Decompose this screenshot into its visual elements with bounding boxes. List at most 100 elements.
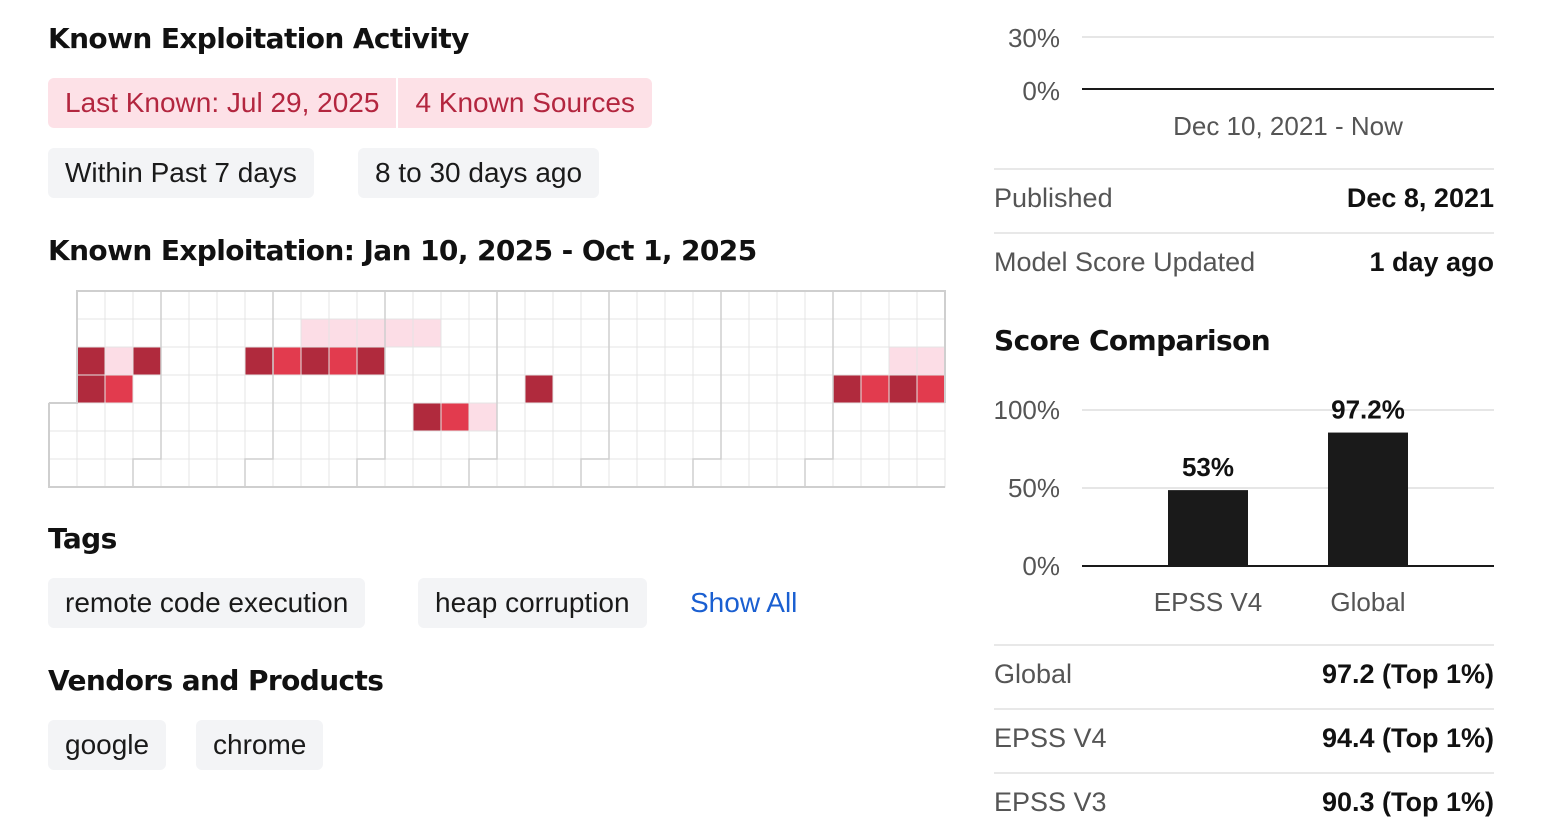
history-y-tick-0: 0% — [1022, 76, 1060, 106]
heatmap-cell — [664, 346, 694, 376]
heatmap-cell[interactable] — [328, 318, 358, 348]
heatmap-cell — [440, 290, 470, 320]
heatmap-cell — [440, 430, 470, 460]
heatmap-cell — [832, 430, 862, 460]
heatmap-cell — [300, 290, 330, 320]
heatmap-cell[interactable] — [272, 346, 302, 376]
bar-value-label: 53% — [1182, 452, 1234, 482]
heatmap-cell — [888, 458, 918, 488]
heatmap-cell — [468, 290, 498, 320]
heatmap-cell — [860, 346, 890, 376]
heatmap-cell[interactable] — [916, 374, 946, 404]
heatmap-cell[interactable] — [524, 374, 554, 404]
heatmap-cell — [580, 402, 610, 432]
heatmap-cell — [916, 402, 946, 432]
heatmap-cell[interactable] — [888, 346, 918, 376]
heatmap-cell — [76, 430, 106, 460]
published-value: Dec 8, 2021 — [1346, 183, 1494, 213]
heatmap-cell — [468, 430, 498, 460]
heatmap-cell — [552, 458, 582, 488]
heatmap-cell[interactable] — [412, 402, 442, 432]
heatmap-cell[interactable] — [916, 346, 946, 376]
tag-remote-code-execution[interactable]: remote code execution — [48, 578, 366, 628]
bar-y-tick: 50% — [1008, 473, 1060, 503]
filter-past-7-days[interactable]: Within Past 7 days — [48, 148, 314, 198]
heatmap-cell[interactable] — [76, 374, 106, 404]
bar-epss-v4[interactable] — [1168, 490, 1248, 566]
heatmap-cell — [552, 318, 582, 348]
heatmap-cell — [916, 458, 946, 488]
heatmap-cell — [104, 430, 134, 460]
product-chrome[interactable]: chrome — [196, 720, 324, 770]
show-all-tags-link[interactable]: Show All — [690, 587, 798, 618]
heatmap-cell — [132, 402, 162, 432]
heatmap-cell — [804, 458, 834, 488]
heatmap-cell — [496, 402, 526, 432]
heatmap-cell — [804, 318, 834, 348]
heatmap-cell — [580, 430, 610, 460]
heatmap-cell — [188, 374, 218, 404]
heatmap-cell — [384, 430, 414, 460]
divider — [994, 708, 1494, 710]
heatmap-cell — [524, 458, 554, 488]
heatmap-cell — [860, 290, 890, 320]
model-score-updated-label: Model Score Updated — [994, 247, 1256, 277]
vendor-google[interactable]: google — [48, 720, 167, 770]
heatmap-cell — [412, 430, 442, 460]
heatmap-cell — [720, 430, 750, 460]
heatmap-cell[interactable] — [860, 374, 890, 404]
bar-global[interactable] — [1328, 432, 1408, 566]
heatmap-cell[interactable] — [300, 346, 330, 376]
heatmap-cell[interactable] — [328, 346, 358, 376]
heatmap-cell — [720, 318, 750, 348]
heatmap-cell — [188, 458, 218, 488]
heatmap-cell — [720, 374, 750, 404]
heatmap-cell — [720, 346, 750, 376]
heatmap-cell — [384, 458, 414, 488]
heatmap-cell[interactable] — [244, 346, 274, 376]
tag-heap-corruption[interactable]: heap corruption — [418, 578, 647, 628]
heatmap-cell[interactable] — [384, 318, 414, 348]
exploitation-heatmap — [48, 290, 946, 488]
bar-category-label: EPSS V4 — [1154, 587, 1262, 617]
heatmap-cell[interactable] — [468, 402, 498, 432]
heatmap-cell[interactable] — [132, 346, 162, 376]
heatmap-cell — [468, 318, 498, 348]
heatmap-cell — [692, 318, 722, 348]
heatmap-cell[interactable] — [356, 346, 386, 376]
known-sources-badge[interactable]: 4 Known Sources — [415, 87, 635, 118]
heatmap-cell — [468, 458, 498, 488]
heatmap-cell — [244, 290, 274, 320]
heatmap-cell — [776, 402, 806, 432]
heatmap-cell — [832, 290, 862, 320]
heatmap-cell[interactable] — [356, 318, 386, 348]
heatmap-cell — [356, 290, 386, 320]
heatmap-cell — [720, 458, 750, 488]
heatmap-month-separator — [356, 291, 386, 487]
heatmap-cell — [188, 318, 218, 348]
heatmap-cell — [132, 318, 162, 348]
heatmap-cell[interactable] — [440, 402, 470, 432]
score-epss-v3-label: EPSS V3 — [994, 787, 1107, 817]
heatmap-cell[interactable] — [832, 374, 862, 404]
heatmap-cell — [692, 402, 722, 432]
heatmap-cell — [216, 458, 246, 488]
heatmap-cell — [104, 318, 134, 348]
heatmap-cell[interactable] — [300, 318, 330, 348]
heatmap-cell — [356, 458, 386, 488]
heatmap-cell — [748, 458, 778, 488]
heatmap-cell — [804, 374, 834, 404]
exploitation-range-title: Known Exploitation: Jan 10, 2025 - Oct 1… — [48, 234, 757, 267]
heatmap-cell[interactable] — [76, 346, 106, 376]
heatmap-cell — [328, 430, 358, 460]
heatmap-cell[interactable] — [76, 318, 106, 348]
heatmap-cell[interactable] — [104, 346, 134, 376]
heatmap-cell — [244, 458, 274, 488]
heatmap-cell[interactable] — [888, 374, 918, 404]
heatmap-cell — [608, 374, 638, 404]
heatmap-cell[interactable] — [412, 318, 442, 348]
heatmap-cell[interactable] — [104, 374, 134, 404]
heatmap-cell — [860, 402, 890, 432]
filter-8-to-30-days[interactable]: 8 to 30 days ago — [358, 148, 600, 198]
divider — [994, 168, 1494, 170]
